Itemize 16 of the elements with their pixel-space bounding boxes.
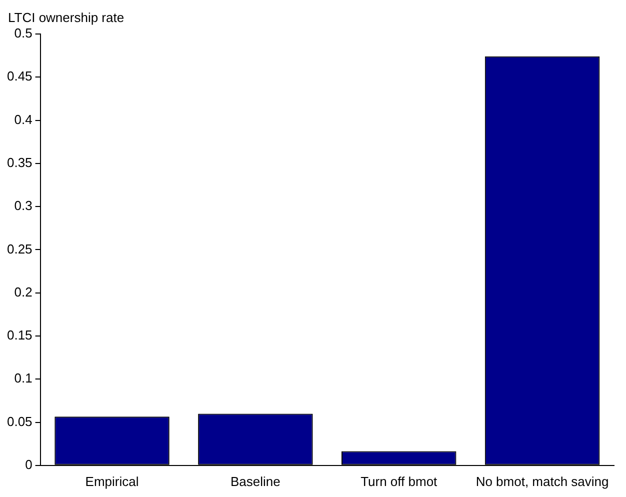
x-tick-label: Baseline (230, 474, 280, 489)
y-tick-label: 0.2 (14, 284, 32, 300)
y-axis-title: LTCI ownership rate (8, 10, 124, 26)
x-tick-label: Empirical (85, 474, 139, 489)
y-tick-label: 0.45 (6, 68, 32, 84)
y-tick-label: 0.1 (14, 370, 32, 386)
y-tick-label: 0.15 (6, 328, 32, 343)
x-tick-label: Turn off bmot (360, 474, 438, 489)
x-tick-label: No bmot, match saving (476, 474, 609, 489)
y-tick-label: 0 (25, 456, 32, 472)
y-tick-label: 0.4 (14, 112, 32, 127)
y-tick-label: 0.05 (6, 414, 32, 429)
y-tick-label: 0.5 (14, 26, 32, 41)
y-tick-label: 0.35 (6, 155, 32, 170)
y-tick-label: 0.3 (14, 198, 32, 214)
y-tick-label: 0.25 (6, 241, 32, 256)
